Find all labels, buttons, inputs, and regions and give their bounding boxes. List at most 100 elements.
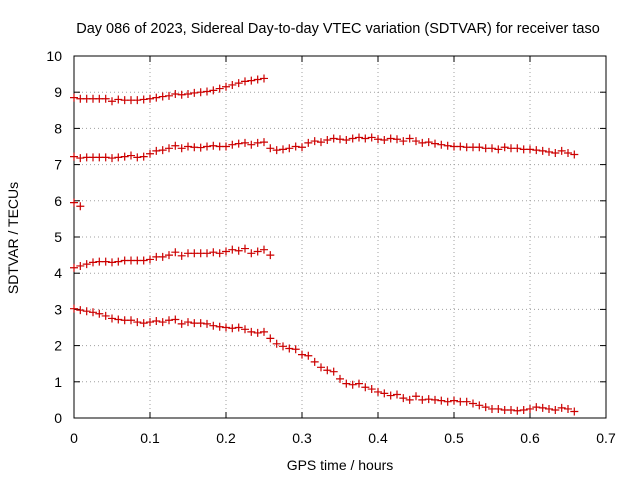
data-point [545,147,553,156]
data-point [108,154,116,163]
data-point [272,339,281,348]
data-point [260,245,268,254]
data-point [139,152,148,161]
data-point [247,249,256,258]
data-point [298,350,306,359]
data-point [488,144,496,153]
data-point [310,357,319,366]
data-point [76,154,85,163]
data-point [76,202,85,211]
data-point [95,309,104,318]
y-tick-label: 7 [54,157,62,173]
data-point [203,249,211,258]
data-point [171,248,180,257]
data-point [405,395,414,404]
data-point [114,153,123,162]
data-point [393,135,401,144]
data-point [247,140,256,149]
data-point [564,404,572,413]
data-point [532,146,541,155]
data-point [291,345,300,354]
chart-title: Day 086 of 2023, Sidereal Day-to-day VTE… [76,21,600,37]
data-point [127,151,135,160]
data-point [279,145,287,154]
data-point [519,406,528,415]
data-point [209,86,218,95]
data-point [158,146,167,155]
data-point [367,133,376,142]
data-point [241,325,249,334]
data-point [399,394,408,403]
data-point [272,146,281,155]
data-point [260,74,268,83]
data-point [152,146,161,155]
data-point [336,374,344,383]
data-point [450,396,458,405]
data-point [171,315,180,324]
y-tick-label: 0 [54,410,62,426]
data-point [418,395,427,404]
data-point [317,363,325,372]
data-point [146,94,154,103]
data-point [475,401,484,410]
data-point [538,146,547,155]
data-point [367,385,376,394]
data-point [545,404,553,413]
series-a [70,74,268,106]
data-point [139,95,148,104]
y-tick-label: 3 [54,301,62,317]
data-point [386,134,395,143]
data-point [76,261,85,270]
data-point [342,379,351,388]
data-point [291,142,300,151]
data-point [190,88,199,97]
data-point [215,322,224,331]
data-point [570,407,579,416]
data-point [184,142,192,151]
y-tick-label: 8 [54,120,62,136]
tick-labels: 0 0.1 0.2 0.3 0.4 0.5 0.6 0.7 0 1 2 3 4 5 6 7 8 9 10 [46,48,616,446]
x-tick-label: 0.6 [520,430,540,446]
data-point [171,141,180,150]
data-point [70,304,78,313]
data-point [475,143,484,152]
x-tick-label: 0.7 [596,430,616,446]
data-point [329,367,338,376]
data-point [215,249,224,258]
data-point [361,134,370,143]
data-point [177,251,186,260]
data-point [538,403,547,412]
data-point [323,135,332,144]
data-point [329,134,338,143]
y-tick-label: 5 [54,229,62,245]
data-point [557,146,566,155]
data-point [253,328,262,337]
data-point [526,145,534,154]
data-point [443,141,452,150]
data-point [443,397,452,406]
y-tick-label: 10 [46,48,62,64]
data-point [184,90,192,99]
data-point [253,247,262,256]
data-point [114,315,123,324]
data-point [348,134,357,143]
data-point [456,142,465,151]
data-point [228,324,237,333]
x-axis-label: GPS time / hours [287,457,394,473]
y-tick-label: 9 [54,84,62,100]
data-point [228,245,237,254]
data-point [412,392,420,401]
data-point [298,143,306,152]
data-point [209,141,218,150]
data-point [82,260,91,269]
data-point [355,379,363,388]
data-point [177,144,186,153]
data-point [209,248,218,257]
data-point [70,198,78,207]
data-point [469,399,477,408]
data-point [551,406,560,415]
data-point [139,319,148,328]
data-point [412,137,420,146]
data-point [424,138,433,147]
x-tick-label: 0.1 [140,430,160,446]
